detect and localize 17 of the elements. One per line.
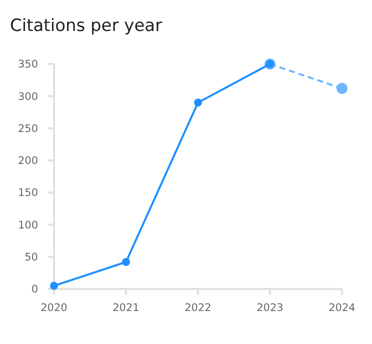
y-tick-label: 350 — [18, 58, 38, 71]
y-tick-label: 250 — [18, 122, 38, 135]
y-tick-label: 200 — [18, 155, 38, 168]
y-tick-label: 150 — [18, 187, 38, 200]
y-tick-label: 50 — [24, 252, 38, 264]
y-tick-label: 0 — [31, 284, 38, 296]
x-tick-label: 2020 — [40, 302, 68, 314]
chart-title: Citations per year — [10, 16, 162, 36]
x-tick-label: 2022 — [184, 302, 212, 314]
y-tick-label: 100 — [18, 219, 38, 232]
x-tick-label: 2023 — [256, 302, 284, 314]
y-tick-label: 300 — [18, 90, 38, 103]
x-tick-label: 2021 — [112, 302, 140, 314]
point — [336, 82, 348, 94]
x-tick-label: 2024 — [328, 302, 356, 314]
point — [194, 98, 202, 107]
point — [122, 258, 130, 266]
